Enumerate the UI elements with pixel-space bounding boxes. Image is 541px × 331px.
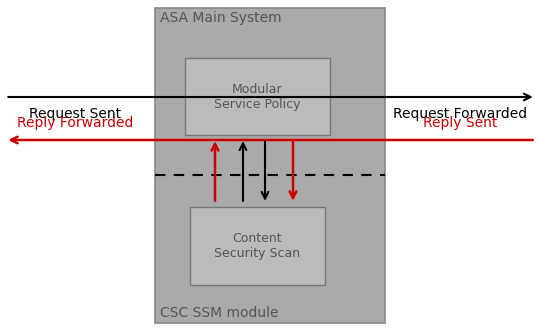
Bar: [155, 8, 385, 323]
Bar: [190, 207, 325, 285]
Text: Request Sent: Request Sent: [29, 107, 121, 121]
Text: Request Forwarded: Request Forwarded: [393, 107, 527, 121]
Bar: [185, 58, 330, 135]
Text: ASA Main System: ASA Main System: [161, 11, 282, 25]
Text: Modular
Service Policy: Modular Service Policy: [214, 82, 301, 111]
Text: Reply Forwarded: Reply Forwarded: [17, 116, 133, 130]
Text: Content
Security Scan: Content Security Scan: [214, 232, 301, 260]
Text: CSC SSM module: CSC SSM module: [161, 306, 279, 320]
Text: Reply Sent: Reply Sent: [423, 116, 497, 130]
